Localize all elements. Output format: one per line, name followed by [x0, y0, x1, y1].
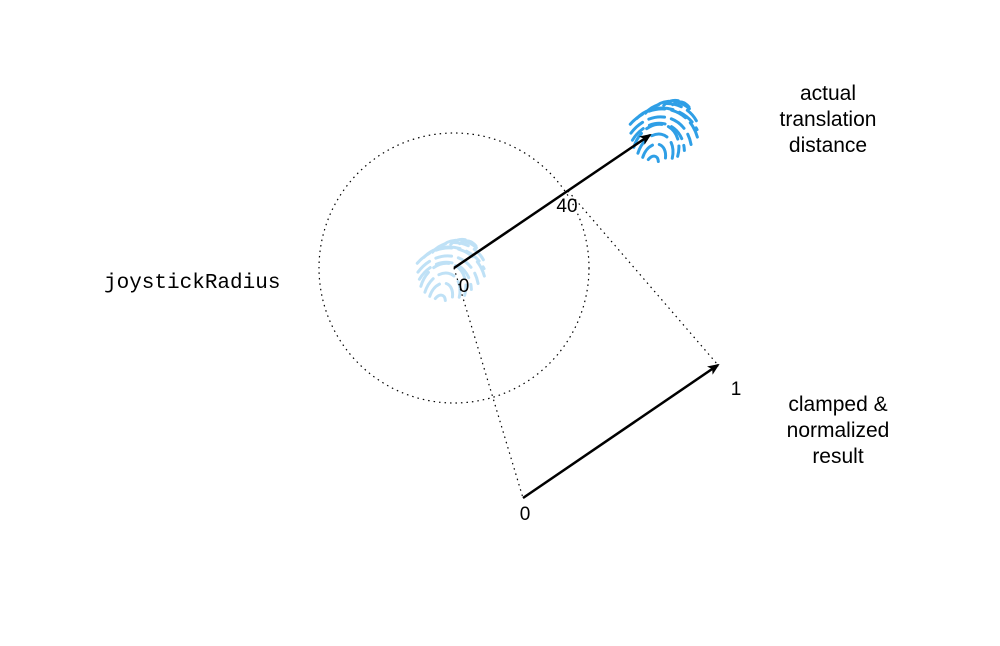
normalized-vector — [523, 365, 718, 498]
fingerprint-current-icon — [620, 87, 708, 174]
actual-vector-start-label: 0 — [459, 276, 470, 297]
actual-translation-vector — [454, 135, 650, 268]
actual-translation-label: actualtranslationdistance — [780, 82, 877, 157]
fingerprint-origin-icon — [407, 226, 495, 313]
projection-line-b — [568, 191, 718, 365]
projection-line-a — [454, 268, 523, 498]
diagram-canvas: 0 40 0 1 joystickRadius actualtranslatio… — [0, 0, 1000, 646]
clamped-normalized-label: clamped &normalizedresult — [787, 393, 890, 468]
normalized-vector-start-label: 0 — [520, 504, 531, 525]
actual-vector-end-label: 40 — [556, 196, 577, 217]
joystick-radius-label: joystickRadius — [104, 272, 280, 295]
normalized-vector-end-label: 1 — [731, 379, 742, 400]
